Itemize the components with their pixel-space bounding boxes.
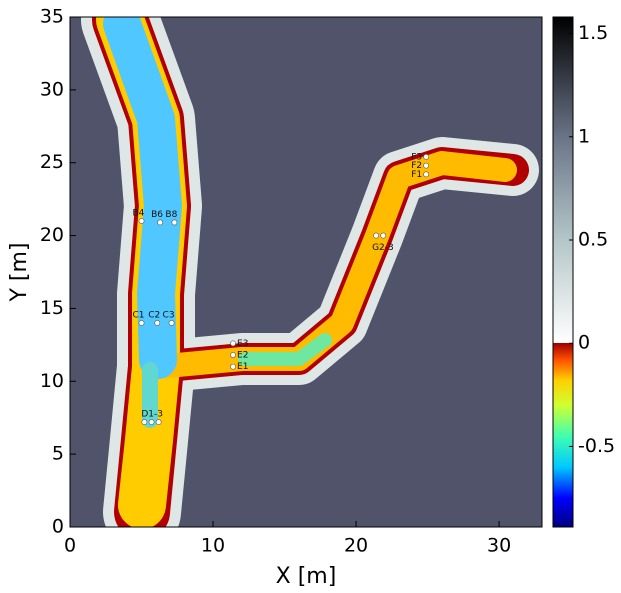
station-label: F3 <box>411 152 422 162</box>
station-point <box>230 340 236 347</box>
x-tick-label: 20 <box>344 535 368 557</box>
station-point <box>171 219 178 226</box>
station-label: E3 <box>237 339 248 349</box>
station-point <box>380 232 387 239</box>
colorbar-tick-label: -0.5 <box>578 435 615 457</box>
y-tick-label: 35 <box>40 6 64 28</box>
station-point <box>230 363 236 370</box>
y-tick-label: 10 <box>40 370 64 392</box>
channel-mid <box>238 333 332 366</box>
x-axis-label: X [m] <box>276 564 337 589</box>
station-label: F2 <box>411 161 422 171</box>
y-tick-label: 15 <box>40 297 64 319</box>
station-label: C3 <box>163 311 175 321</box>
x-tick-label: 0 <box>64 535 76 557</box>
station-point <box>154 320 161 326</box>
station-label: E1 <box>237 362 248 372</box>
colorbar-tick-label: 1.5 <box>578 22 608 44</box>
channel-deep <box>103 17 182 379</box>
colorbar-tick-label: 1 <box>578 125 590 147</box>
station-point <box>423 153 430 160</box>
station-point <box>423 162 430 169</box>
y-tick-label: 0 <box>52 516 64 538</box>
y-tick-label: 25 <box>40 151 64 173</box>
station-point <box>138 320 145 326</box>
station-label: B6 <box>151 210 163 220</box>
station-point <box>141 419 148 425</box>
station-label: G2-3 <box>372 243 394 253</box>
station-label: F1 <box>411 170 422 180</box>
x-tick-label: 30 <box>487 535 511 557</box>
plot-frame <box>69 16 543 528</box>
colorbar <box>552 16 574 528</box>
station-point <box>373 232 379 239</box>
station-label: B8 <box>165 210 177 220</box>
station-point <box>138 218 145 224</box>
channel <box>81 17 539 527</box>
station-label: C2 <box>148 311 160 321</box>
station-point <box>230 352 236 358</box>
y-tick-label: 5 <box>52 443 64 465</box>
station-point <box>423 171 430 178</box>
station-point <box>155 419 162 425</box>
station-point <box>157 219 164 226</box>
y-tick-label: 30 <box>40 78 64 100</box>
station-point <box>148 419 155 425</box>
station-label: D1-3 <box>141 410 163 420</box>
station-point <box>168 320 175 326</box>
x-tick-label: 10 <box>201 535 225 557</box>
colorbar-tick-label: 0.5 <box>578 228 608 250</box>
y-axis-label: Y [m] <box>7 242 32 302</box>
station-label: C1 <box>133 311 145 321</box>
y-tick-label: 20 <box>40 224 64 246</box>
station-label: B4 <box>133 209 145 219</box>
station-label: E2 <box>237 351 248 361</box>
colorbar-tick-label: 0 <box>578 332 590 354</box>
